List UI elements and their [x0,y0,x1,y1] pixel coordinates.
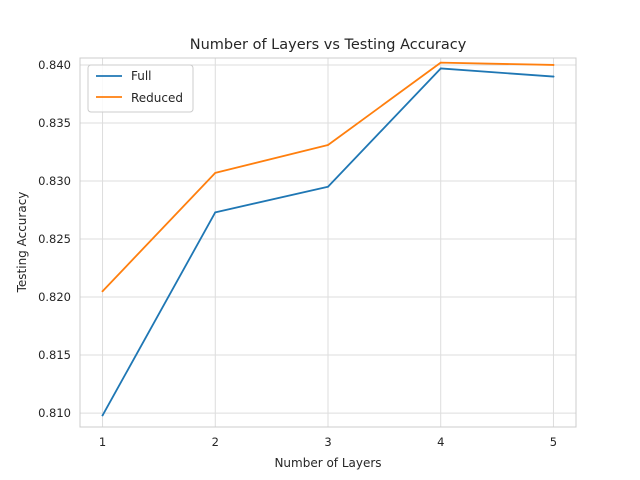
x-tick-label: 2 [212,435,219,449]
x-tick-label: 5 [550,435,557,449]
legend-full-label: Full [131,69,152,83]
y-tick-label: 0.835 [38,116,71,130]
data-point-full [439,67,442,70]
x-tick-label: 1 [99,435,106,449]
data-point-reduced [327,144,329,146]
x-tick-labels: 1 2 3 4 5 [99,435,557,449]
plot-frame [79,57,577,428]
y-tick-label: 0.840 [38,58,71,72]
data-point-full [101,414,104,417]
y-tick-label: 0.830 [38,174,71,188]
series-layer [101,61,555,417]
data-point-reduced [101,290,104,293]
x-tick-label: 3 [324,435,331,449]
y-grid [80,64,576,414]
legend: Full Reduced [87,64,194,113]
y-tick-labels: 0.810 0.815 0.820 0.825 0.830 0.835 0.840 [38,58,71,420]
chart-title: Number of Layers vs Testing Accuracy [190,37,467,53]
data-point-reduced [214,171,217,174]
legend-reduced-label: Reduced [131,91,183,105]
y-tick-label: 0.815 [38,348,71,362]
x-grid [102,58,554,427]
y-tick-label: 0.820 [38,290,71,304]
data-point-reduced [439,61,442,64]
y-axis-label: Testing Accuracy [15,192,29,294]
data-point-full [214,211,217,214]
x-axis-label: Number of Layers [274,456,381,470]
data-point-full [552,75,555,78]
data-point-reduced [552,64,555,66]
y-tick-label: 0.825 [38,232,71,246]
y-tick-label: 0.810 [38,406,71,420]
x-tick-label: 4 [437,435,444,449]
data-point-full [327,185,329,188]
